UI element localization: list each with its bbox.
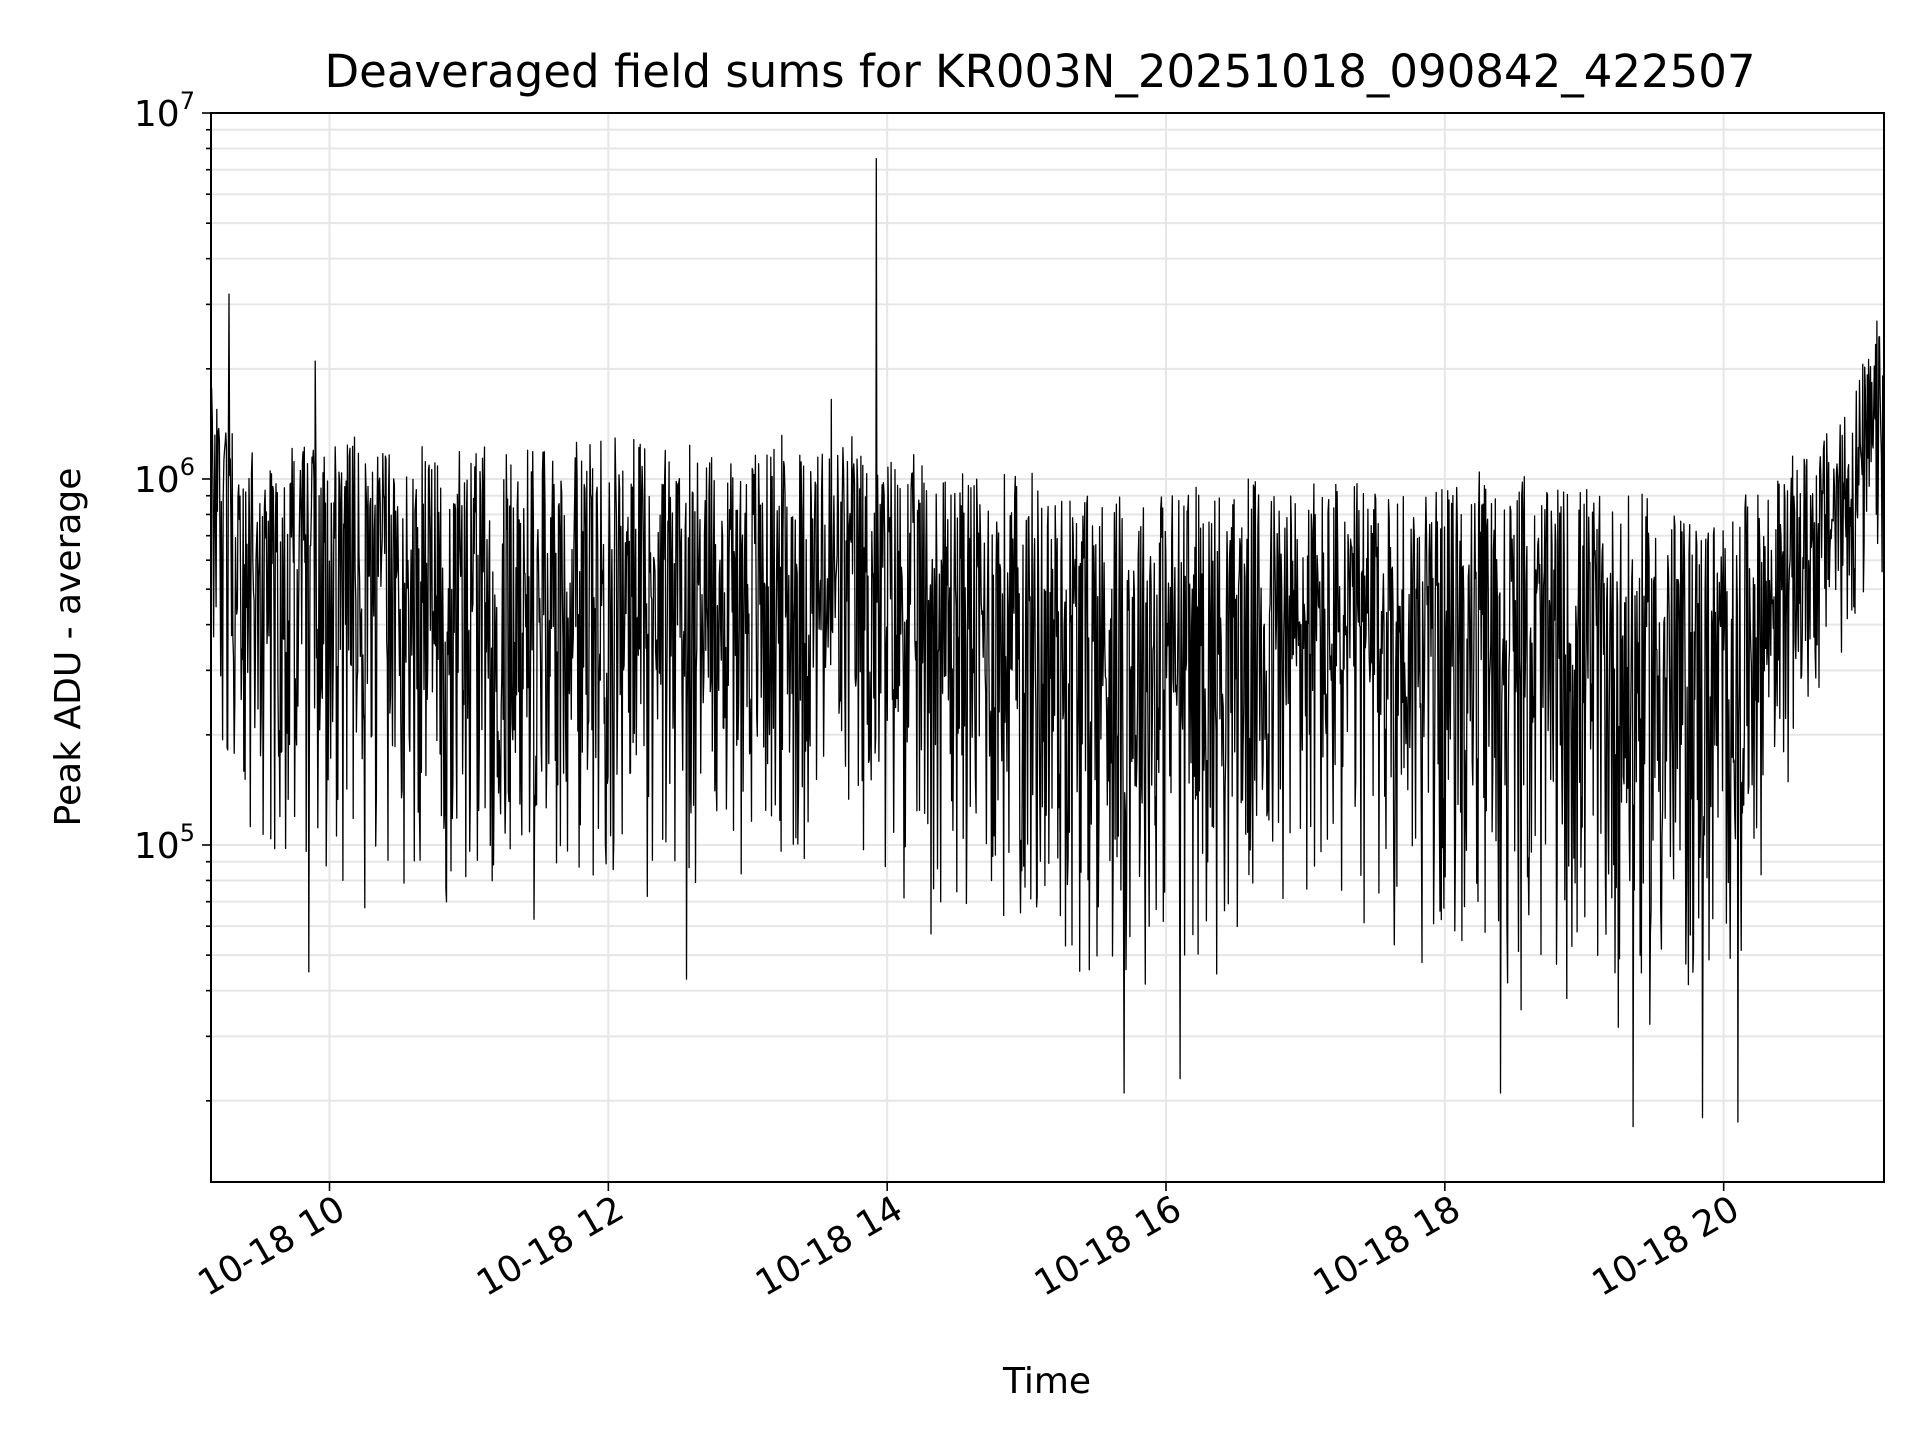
- x-tick-label: 10-18 14: [749, 1188, 910, 1304]
- x-tick-label: 10-18 20: [1585, 1188, 1746, 1304]
- x-axis-label: Time: [1002, 1361, 1091, 1402]
- y-tick-label: 107: [134, 87, 195, 135]
- y-tick-label: 106: [134, 453, 195, 501]
- y-axis-label: Peak ADU - average: [48, 468, 89, 827]
- x-tick-label: 10-18 18: [1307, 1188, 1468, 1304]
- x-tick-label: 10-18 12: [470, 1188, 631, 1304]
- data-series: [210, 158, 1885, 1128]
- series-line: [210, 158, 1885, 1128]
- chart-title: Deaveraged field sums for KR003N_2025101…: [325, 45, 1756, 98]
- y-tick-label: 105: [134, 819, 195, 867]
- x-tick-label: 10-18 16: [1028, 1188, 1189, 1304]
- x-tick-label: 10-18 10: [191, 1188, 352, 1304]
- plot-frame: [210, 112, 1885, 1183]
